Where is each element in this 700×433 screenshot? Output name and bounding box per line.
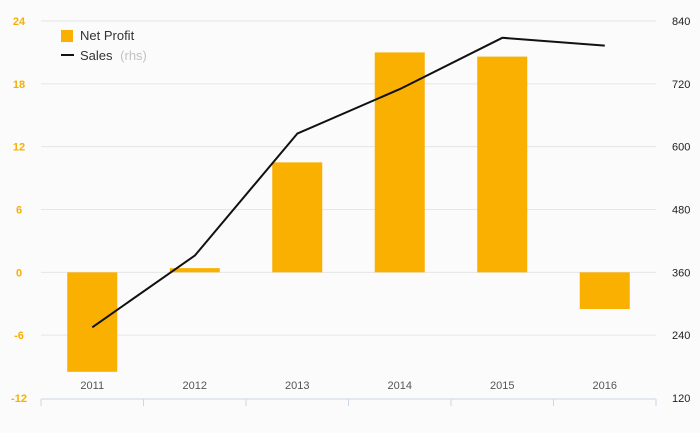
legend: Net Profit Sales (rhs) (61, 28, 147, 63)
sales-line-series (91, 36, 605, 329)
bar-2016 (579, 272, 630, 309)
right-y-axis: 120 240 360 480 600 720 840 (672, 16, 690, 405)
left-tick-label: 18 (13, 79, 25, 91)
left-tick-label: 12 (13, 142, 25, 154)
x-axis: 2011 2012 2013 2014 2015 2016 (40, 380, 657, 406)
bar-2015 (477, 56, 528, 273)
right-tick-label: 360 (672, 267, 690, 279)
left-tick-label: -12 (11, 393, 27, 405)
legend-net-profit-swatch (61, 30, 73, 42)
legend-net-profit-label: Net Profit (80, 28, 135, 43)
left-tick-label: 0 (16, 267, 22, 279)
right-tick-label: 600 (672, 142, 690, 154)
right-tick-label: 120 (672, 393, 690, 405)
x-tick-label: 2013 (285, 380, 309, 392)
bar-2013 (272, 162, 323, 273)
left-tick-label: 6 (16, 205, 22, 217)
right-tick-label: 480 (672, 205, 690, 217)
bar-2012 (169, 268, 220, 273)
sales-line (91, 36, 605, 329)
x-tick-label: 2012 (183, 380, 207, 392)
gridlines (41, 20, 656, 336)
net-profit-bars (67, 52, 630, 372)
bar-2014 (374, 52, 425, 273)
right-tick-label: 840 (672, 16, 690, 28)
x-tick-label: 2014 (388, 380, 412, 392)
left-tick-label: -6 (14, 330, 24, 342)
bar-2011 (67, 272, 118, 372)
right-tick-label: 720 (672, 79, 690, 91)
left-y-axis: -12 -6 0 6 12 18 24 (11, 16, 27, 405)
left-tick-label: 24 (13, 16, 26, 28)
x-tick-label: 2015 (490, 380, 514, 392)
legend-sales-suffix: (rhs) (120, 48, 147, 63)
x-tick-label: 2016 (593, 380, 617, 392)
legend-sales-text: Sales (rhs) (80, 48, 147, 63)
x-tick-label: 2011 (80, 380, 104, 392)
right-tick-label: 240 (672, 330, 690, 342)
legend-sales-label: Sales (80, 48, 113, 63)
